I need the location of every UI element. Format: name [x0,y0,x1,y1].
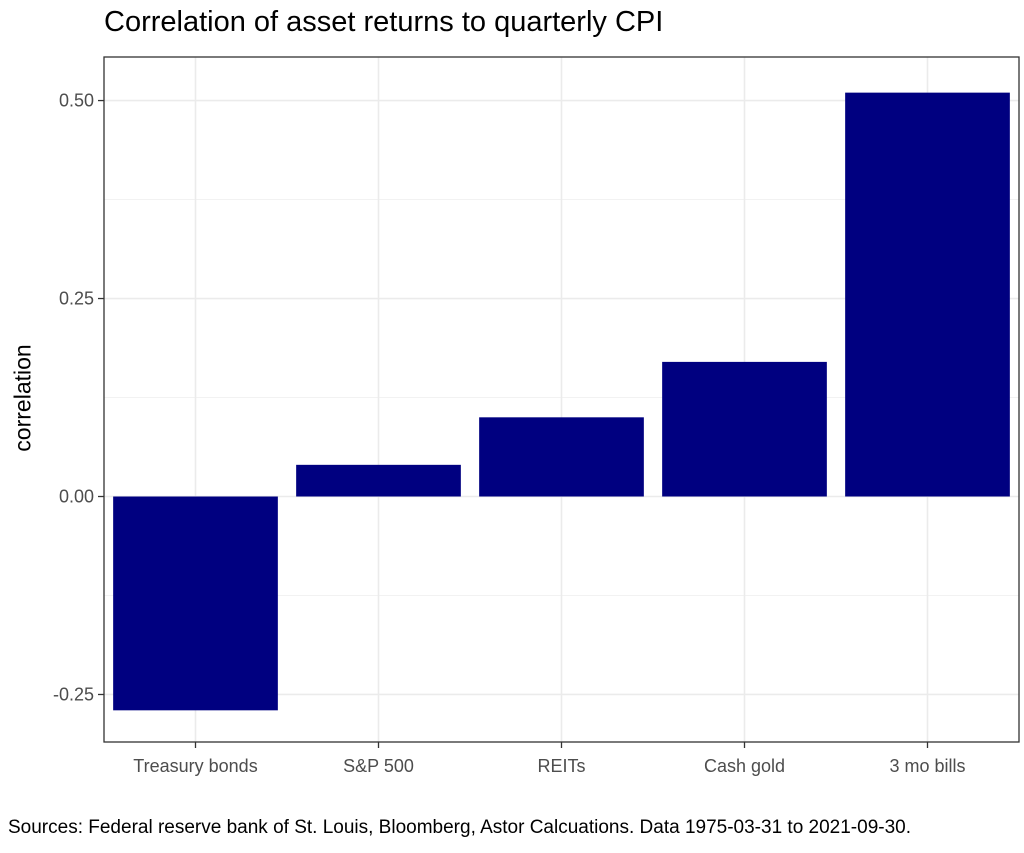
x-axis: Treasury bonds S&P 500 REITs Cash gold 3 mo … [133,742,966,776]
y-tick-label: 0.50 [59,91,94,111]
x-tick-label: Treasury bonds [133,756,257,776]
x-tick-label: S&P 500 [343,756,414,776]
bar [296,464,461,497]
bar [479,417,644,497]
chart-title: Correlation of asset returns to quarterl… [104,6,664,38]
x-tick-label: 3 mo bills [889,756,965,776]
source-caption: Sources: Federal reserve bank of St. Lou… [8,817,912,838]
bars [113,92,1010,711]
x-tick-label: REITs [537,756,585,776]
x-tick-label: Cash gold [704,756,785,776]
y-tick-label: -0.25 [53,684,94,704]
y-tick-label: 0.25 [59,289,94,309]
bar [113,496,278,711]
bar [845,92,1010,497]
bar [662,361,827,497]
y-tick-label: 0.00 [59,487,94,507]
y-axis: -0.25 0.00 0.25 0.50 [53,91,104,704]
